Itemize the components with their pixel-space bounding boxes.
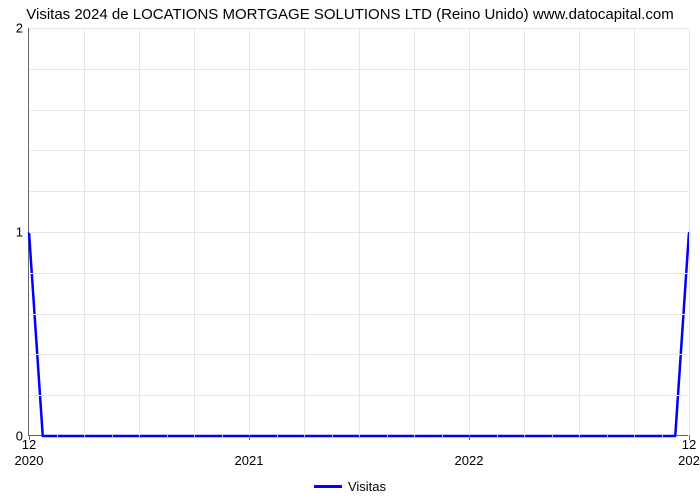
plot-area: 0121212202020212022202 xyxy=(28,28,688,436)
y-tick-label: 1 xyxy=(16,225,23,240)
legend-swatch xyxy=(314,485,342,488)
y-tick-label: 2 xyxy=(16,21,23,36)
legend-label: Visitas xyxy=(348,479,386,494)
x-tick-year-label: 2021 xyxy=(235,453,264,468)
x-tick-year-label: 202 xyxy=(678,453,700,468)
chart-title: Visitas 2024 de LOCATIONS MORTGAGE SOLUT… xyxy=(0,6,700,23)
x-tick-year-label: 2022 xyxy=(455,453,484,468)
legend: Visitas xyxy=(0,476,700,494)
x-tick-year-label: 2020 xyxy=(15,453,44,468)
visits-chart: Visitas 2024 de LOCATIONS MORTGAGE SOLUT… xyxy=(0,0,700,500)
legend-item-visitas: Visitas xyxy=(314,479,386,494)
